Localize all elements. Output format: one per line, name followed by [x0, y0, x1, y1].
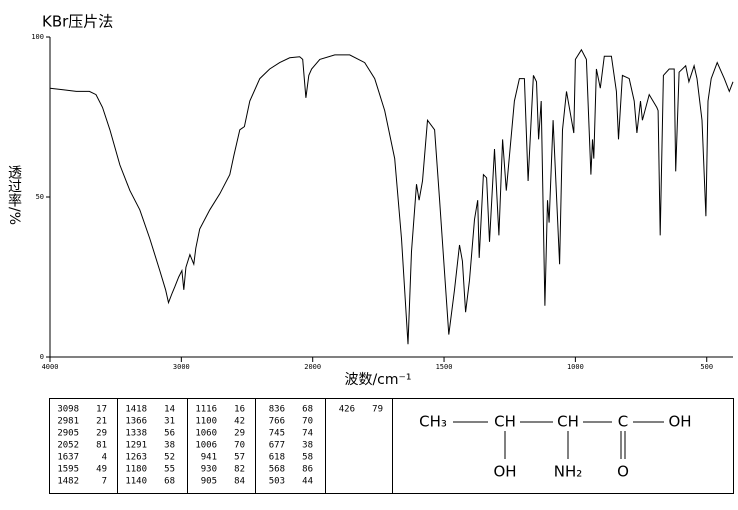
peak-transmittance: 82 — [234, 465, 245, 475]
peak-transmittance: 49 — [96, 465, 107, 475]
x-tick-label: 2000 — [304, 363, 321, 371]
peak-transmittance: 58 — [302, 453, 313, 463]
peak-transmittance: 52 — [164, 453, 175, 463]
peak-wavenumber: 930 — [201, 465, 217, 475]
peak-transmittance: 79 — [372, 405, 383, 415]
peak-wavenumber: 1366 — [125, 417, 147, 427]
peak-transmittance: 57 — [234, 453, 245, 463]
x-tick-label: 4000 — [42, 363, 59, 371]
peak-wavenumber: 1595 — [57, 465, 79, 475]
peak-transmittance: 68 — [164, 477, 175, 487]
peak-wavenumber: 1116 — [195, 405, 217, 415]
branch-atom: NH₂ — [554, 463, 583, 481]
peak-transmittance: 84 — [234, 477, 245, 487]
peak-wavenumber: 1637 — [57, 453, 79, 463]
peak-transmittance: 74 — [302, 429, 313, 439]
peak-wavenumber: 677 — [269, 441, 285, 451]
peak-wavenumber: 941 — [201, 453, 217, 463]
peak-transmittance: 16 — [234, 405, 245, 415]
peak-transmittance: 21 — [96, 417, 107, 427]
peak-wavenumber: 426 — [339, 405, 355, 415]
peak-transmittance: 86 — [302, 465, 313, 475]
peak-wavenumber: 1100 — [195, 417, 217, 427]
peak-wavenumber: 1291 — [125, 441, 147, 451]
peak-wavenumber: 1418 — [125, 405, 147, 415]
peak-wavenumber: 1060 — [195, 429, 217, 439]
peak-transmittance: 29 — [96, 429, 107, 439]
peak-transmittance: 17 — [96, 405, 107, 415]
peak-transmittance: 42 — [234, 417, 245, 427]
structure: CH₃ CH CH C OH OH NH₂ O — [419, 413, 691, 481]
y-tick-label: 0 — [40, 353, 44, 361]
branch-atom: O — [617, 463, 629, 481]
peak-wavenumber: 1006 — [195, 441, 217, 451]
x-tick-label: 500 — [700, 363, 713, 371]
y-tick-label: 50 — [36, 193, 44, 201]
chain-atom: C — [618, 413, 628, 431]
table-frame — [49, 398, 734, 494]
peak-transmittance: 70 — [234, 441, 245, 451]
peak-wavenumber: 618 — [269, 453, 285, 463]
peak-wavenumber: 1263 — [125, 453, 147, 463]
peak-transmittance: 44 — [302, 477, 313, 487]
y-tick-label: 100 — [31, 33, 44, 41]
peak-transmittance: 56 — [164, 429, 175, 439]
peak-transmittance: 29 — [234, 429, 245, 439]
peak-transmittance: 81 — [96, 441, 107, 451]
branch-atom: OH — [493, 463, 516, 481]
chain-atom: CH₃ — [419, 413, 447, 431]
peak-wavenumber: 1140 — [125, 477, 147, 487]
peak-transmittance: 70 — [302, 417, 313, 427]
peak-transmittance: 68 — [302, 405, 313, 415]
peak-transmittance: 55 — [164, 465, 175, 475]
chain-atom: CH — [557, 413, 579, 431]
peak-wavenumber: 1180 — [125, 465, 147, 475]
peak-wavenumber: 745 — [269, 429, 285, 439]
peak-wavenumber: 2981 — [57, 417, 79, 427]
peak-wavenumber: 1338 — [125, 429, 147, 439]
chart-title: KBr压片法 — [42, 13, 113, 31]
chain-atom: CH — [494, 413, 516, 431]
peak-wavenumber: 503 — [269, 477, 285, 487]
chain-atom: OH — [668, 413, 691, 431]
peak-wavenumber: 3098 — [57, 405, 79, 415]
y-axis-label: 透过率/% — [6, 165, 22, 225]
peak-wavenumber: 905 — [201, 477, 217, 487]
peak-wavenumber: 2905 — [57, 429, 79, 439]
peak-wavenumber: 836 — [269, 405, 285, 415]
peak-wavenumber: 766 — [269, 417, 285, 427]
peak-transmittance: 14 — [164, 405, 175, 415]
x-tick-label: 1500 — [436, 363, 453, 371]
peak-transmittance: 7 — [102, 477, 107, 487]
peak-transmittance: 4 — [102, 453, 107, 463]
peak-transmittance: 38 — [302, 441, 313, 451]
peak-wavenumber: 2052 — [57, 441, 79, 451]
x-axis-label: 波数/cm⁻¹ — [344, 372, 411, 388]
x-tick-label: 3000 — [173, 363, 190, 371]
peak-transmittance: 31 — [164, 417, 175, 427]
peak-transmittance: 38 — [164, 441, 175, 451]
peak-wavenumber: 1482 — [57, 477, 79, 487]
x-tick-label: 1000 — [567, 363, 584, 371]
peak-wavenumber: 568 — [269, 465, 285, 475]
spectrum-line — [49, 48, 734, 345]
